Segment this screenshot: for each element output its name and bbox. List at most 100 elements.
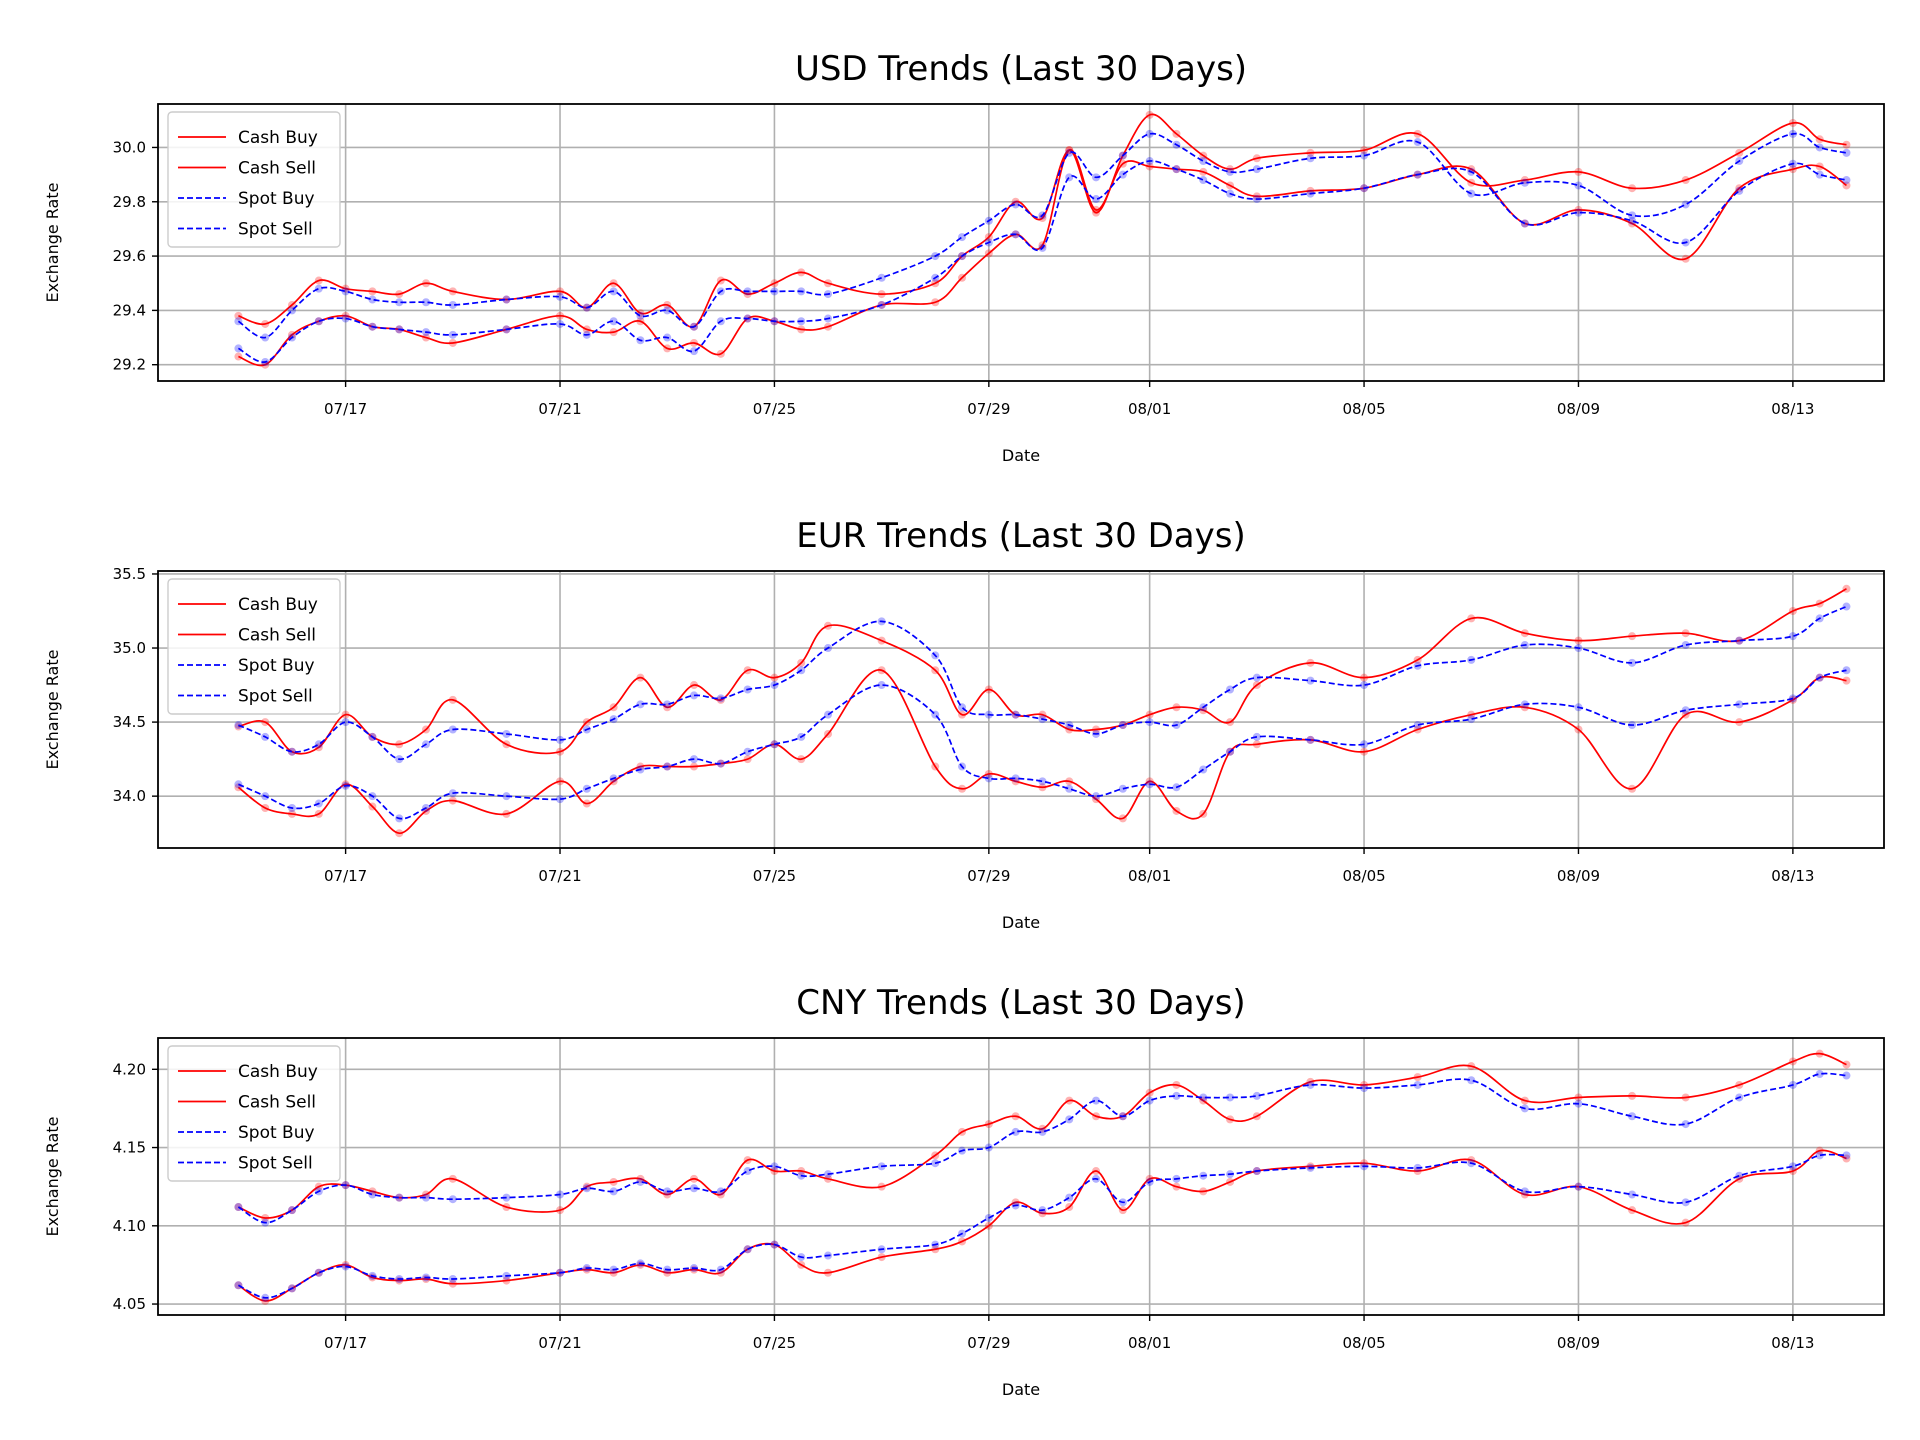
x-tick-label: 08/13 [1771,400,1814,418]
x-tick-label: 08/01 [1128,1334,1171,1352]
spot-sell-point [448,300,457,309]
spot-buy-point [1520,1187,1529,1196]
grid [158,1038,1884,1315]
spot-sell-point [663,700,672,709]
cash-sell-line [238,588,1847,755]
x-tick-label: 08/09 [1557,1334,1600,1352]
spot-buy-line [237,160,1847,363]
y-axis-label: Exchange Rate [43,183,62,303]
legend-label: Cash Sell [238,159,316,179]
spot-sell-point [1681,200,1690,209]
spot-buy-point [1092,195,1101,204]
spot-buy-point [1628,216,1637,225]
chart-panel-3: 07/17 07/21 07/25 07/29 08/01 08/05 08/09 08/13… [43,983,1885,1399]
spot-sell-point [288,1206,297,1215]
spot-sell-point [1199,1093,1208,1102]
spot-sell-point [1226,1093,1235,1102]
x-tick-label: 08/01 [1128,867,1171,885]
x-tick-label: 07/29 [967,1334,1010,1352]
spot-buy-line [238,669,1847,820]
legend-label: Spot Sell [238,220,313,240]
cash-buy-line [238,149,1847,367]
spot-sell-point [1413,1080,1422,1089]
y-tick-label: 30.0 [113,138,146,156]
legend-label: Spot Buy [238,656,315,676]
spot-sell-point [1306,154,1315,163]
legend-label: Spot Sell [238,1154,313,1174]
series-group [234,584,1851,838]
legend-label: Cash Buy [238,128,318,148]
spot-sell-point [1467,1076,1476,1085]
spot-buy-point [314,1268,323,1277]
x-tick-label: 07/25 [753,867,796,885]
y-tick-label: 34.0 [113,787,146,805]
legend-box [167,1045,341,1182]
cash-sell-line [238,1052,1847,1219]
legend: Cash Buy Cash Sell Spot Buy Spot Sell [167,578,341,715]
legend-label: Spot Sell [238,687,313,707]
spot-sell-point [368,1190,377,1199]
spot-sell-point [636,700,645,709]
x-tick-label: 07/29 [967,867,1010,885]
y-tick-label: 29.2 [113,356,146,374]
spot-buy-point [1681,1198,1690,1207]
spot-sell-point [770,1162,779,1171]
spot-sell-point [288,747,297,756]
y-tick-label: 4.10 [113,1217,146,1235]
spot-buy-point [1574,208,1583,217]
x-tick-label: 08/09 [1557,400,1600,418]
legend-label: Cash Sell [238,1093,316,1113]
spot-buy-point [1092,792,1101,801]
x-tick-label: 07/25 [753,400,796,418]
spot-sell-line [237,1072,1847,1224]
chart-panel-1: 07/17 07/21 07/25 07/29 08/01 08/05 08/09 08/13… [43,49,1885,465]
spot-sell-point [609,1187,618,1196]
series-group [234,110,1851,369]
legend-box [167,111,341,248]
spot-sell-point [395,298,404,307]
spot-sell-point [395,1193,404,1202]
spot-sell-point [1735,636,1744,645]
spot-buy-line [238,1153,1847,1299]
x-tick-label: 07/17 [324,867,367,885]
legend-label: Cash Buy [238,1062,318,1082]
chart-panel-2: 07/17 07/21 07/25 07/29 08/01 08/05 08/09 08/13… [43,516,1885,932]
y-tick-label: 35.0 [113,639,146,657]
spot-sell-point [1306,1080,1315,1089]
y-tick-label: 4.20 [113,1060,146,1078]
spot-buy-point [984,774,993,783]
y-axis-label: Exchange Rate [43,650,62,770]
spot-sell-point [448,1195,457,1204]
spot-sell-point [1252,673,1261,682]
spot-buy-point [1118,784,1127,793]
spot-buy-point [743,1245,752,1254]
spot-sell-point [1842,602,1851,611]
spot-sell-point [636,1177,645,1186]
x-tick-label: 08/09 [1557,867,1600,885]
spot-buy-point [1788,1162,1797,1171]
spot-buy-point [770,740,779,749]
plot-area [158,571,1884,848]
y-tick-label: 4.05 [113,1295,146,1313]
spot-sell-point [690,691,699,700]
spot-buy-point [1815,170,1824,179]
spot-buy-point [1145,780,1154,789]
spot-sell-point [1092,1096,1101,1105]
y-tick-label: 34.5 [113,713,146,731]
x-tick-label: 07/21 [538,1334,581,1352]
spot-sell-point [502,295,511,304]
axes-frame [157,1037,1885,1316]
spot-sell-point [743,1167,752,1176]
legend-label: Spot Buy [238,1123,315,1143]
spot-sell-point [716,694,725,703]
chart-title: USD Trends (Last 30 Days) [795,49,1247,89]
spot-sell-point [1788,632,1797,641]
spot-buy-point [502,792,511,801]
spot-sell-point [1681,1120,1690,1129]
spot-sell-point [1145,129,1154,138]
spot-buy-point [690,347,699,356]
legend-label: Spot Buy [238,189,315,209]
spot-sell-point [1252,165,1261,174]
grid [158,571,1884,848]
